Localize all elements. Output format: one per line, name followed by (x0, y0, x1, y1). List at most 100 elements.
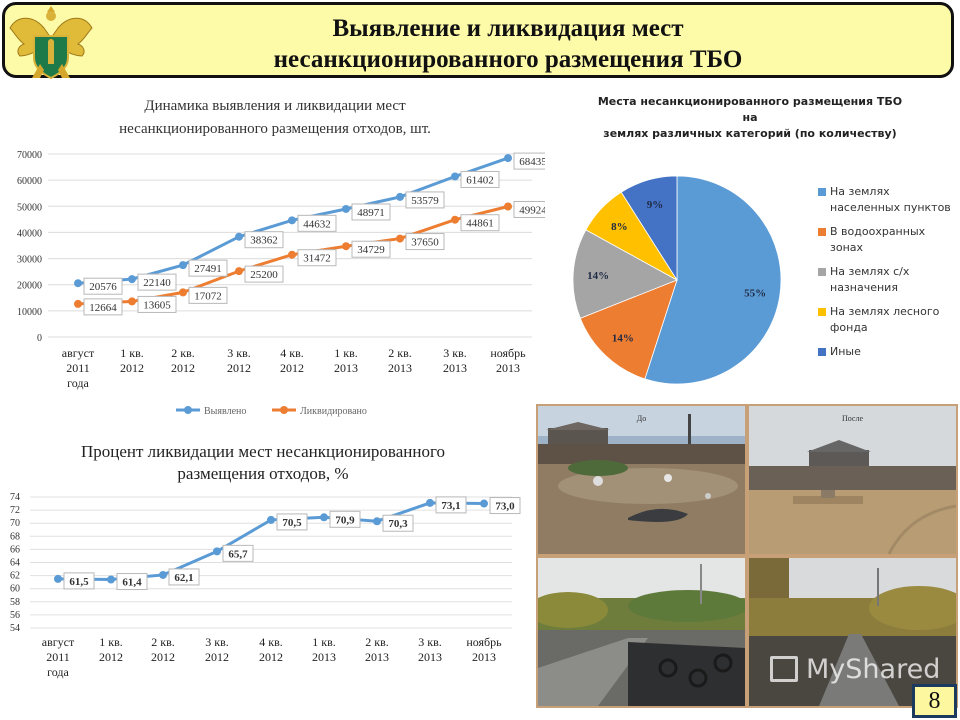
x-tick-label: 1 кв. (99, 635, 123, 649)
legend-label: Выявлено (204, 406, 246, 417)
legend-label: На землях лесного (830, 305, 940, 318)
x-tick-label: август (62, 346, 95, 360)
data-label-box (63, 572, 95, 590)
data-point (159, 570, 167, 579)
y-tick-label: 30000 (17, 255, 42, 266)
data-label-box (297, 214, 337, 232)
data-point (288, 216, 296, 225)
y-tick-label: 56 (10, 610, 20, 621)
data-label: 70,9 (335, 514, 355, 526)
data-label-box (405, 233, 445, 251)
chart1-legend: Выявлено Ликвидировано (176, 406, 367, 417)
y-tick-label: 64 (10, 558, 20, 569)
pie-chart-legend: На землях населенных пунктов В водоохранны… (818, 184, 958, 368)
data-point (235, 232, 243, 241)
y-tick-label: 66 (10, 544, 20, 555)
x-tick-label: 2013 (496, 361, 520, 375)
data-label: 25200 (250, 269, 278, 281)
pie-slice-label: 14% (612, 333, 634, 345)
data-label-box (435, 496, 467, 514)
data-label: 22140 (143, 277, 171, 289)
pie-chart-title-line2: землях различных категорий (по количеств… (603, 127, 897, 140)
y-tick-label: 62 (10, 571, 20, 582)
data-label-box (460, 170, 500, 188)
watermark-text: MyShared (806, 654, 941, 685)
chart3-title: Процент ликвидации мест несанкционирован… (81, 442, 445, 483)
data-label-box (513, 200, 545, 218)
x-tick-label: 1 кв. (120, 346, 144, 360)
clean-road-photo-icon (749, 558, 956, 706)
photo-after-cleared: После (749, 406, 956, 554)
data-label-box (351, 240, 391, 258)
legend-marker-icon (184, 406, 192, 414)
legend-label: зонах (830, 241, 864, 254)
liquidation-percent-line-chart: Процент ликвидации мест несанкционирован… (10, 442, 521, 679)
y-tick-label: 68 (10, 531, 20, 542)
data-label: 73,1 (441, 500, 460, 512)
data-label-box (460, 214, 500, 232)
data-label: 49924 (519, 204, 545, 216)
x-tick-label: 2013 (334, 361, 358, 375)
data-label: 17072 (194, 290, 222, 302)
x-tick-label: 4 кв. (259, 635, 283, 649)
dump-photo-icon (538, 406, 745, 554)
y-tick-label: 0 (37, 333, 42, 344)
data-label: 12664 (89, 302, 117, 314)
pie-chart-title: Места несанкционированного размещения ТБ… (590, 94, 910, 142)
y-tick-label: 40000 (17, 228, 42, 239)
x-tick-label: 2 кв. (171, 346, 195, 360)
pie-slice-label: 9% (647, 199, 664, 211)
data-label: 61,5 (69, 576, 89, 588)
data-label-box (222, 544, 254, 562)
legend-item: На землях населенных пунктов (818, 184, 958, 216)
y-tick-label: 20000 (17, 281, 42, 292)
x-tick-label: 4 кв. (280, 346, 304, 360)
chart1-gridlines (48, 153, 532, 338)
x-tick-label: года (47, 665, 69, 679)
x-tick-label: 1 кв. (312, 635, 336, 649)
data-point (213, 547, 221, 556)
data-label-box (137, 273, 177, 291)
legend-label: В водоохранных (830, 225, 926, 238)
tires-road-photo-icon (538, 558, 745, 706)
x-tick-label: 3 кв. (418, 635, 442, 649)
pie-slice (572, 229, 678, 319)
x-tick-label: 2012 (205, 650, 229, 664)
data-label: 53579 (411, 195, 439, 207)
legend-swatch-icon (818, 268, 826, 276)
chart1-title-line2: несанкционированного размещения отходов,… (119, 121, 431, 137)
data-label-box (489, 497, 521, 515)
legend-swatch-icon (818, 228, 826, 236)
presentation-board-icon (770, 656, 798, 682)
data-label: 27491 (194, 263, 222, 275)
chart1-title-line1: Динамика выявления и ликвидации мест (144, 98, 406, 114)
before-after-photo-grid: До После (536, 404, 958, 708)
pie-slice-label: 8% (611, 221, 628, 233)
data-label-box (382, 514, 414, 532)
detection-liquidation-line-chart: Динамика выявления и ликвидации мест нес… (17, 98, 545, 417)
legend-item: Иные (818, 344, 958, 360)
legend-label: фонда (830, 321, 868, 334)
x-tick-label: август (42, 635, 75, 649)
x-tick-label: 2013 (418, 650, 442, 664)
data-point (480, 499, 488, 508)
data-label-box (329, 510, 361, 528)
x-tick-label: 3 кв. (205, 635, 229, 649)
data-label-box (188, 259, 228, 277)
x-tick-label: 1 кв. (334, 346, 358, 360)
x-tick-label: 2012 (171, 361, 195, 375)
data-label-box (83, 298, 123, 316)
legend-item: В водоохранных зонах (818, 224, 958, 256)
data-point (451, 215, 459, 224)
y-tick-label: 72 (10, 505, 20, 516)
x-tick-label: 2012 (227, 361, 251, 375)
land-category-pie-chart: 55% 14% 14% 8% 9% (572, 175, 782, 385)
y-tick-label: 50000 (17, 202, 42, 213)
data-label: 34729 (357, 244, 385, 256)
photo-before-dump: До (538, 406, 745, 554)
data-label: 44861 (466, 218, 494, 230)
chart3-series: 61,5 61,4 62,1 65,7 70,5 70,9 70,3 73,1 73,0 (54, 496, 521, 591)
pie-slice (644, 175, 782, 385)
